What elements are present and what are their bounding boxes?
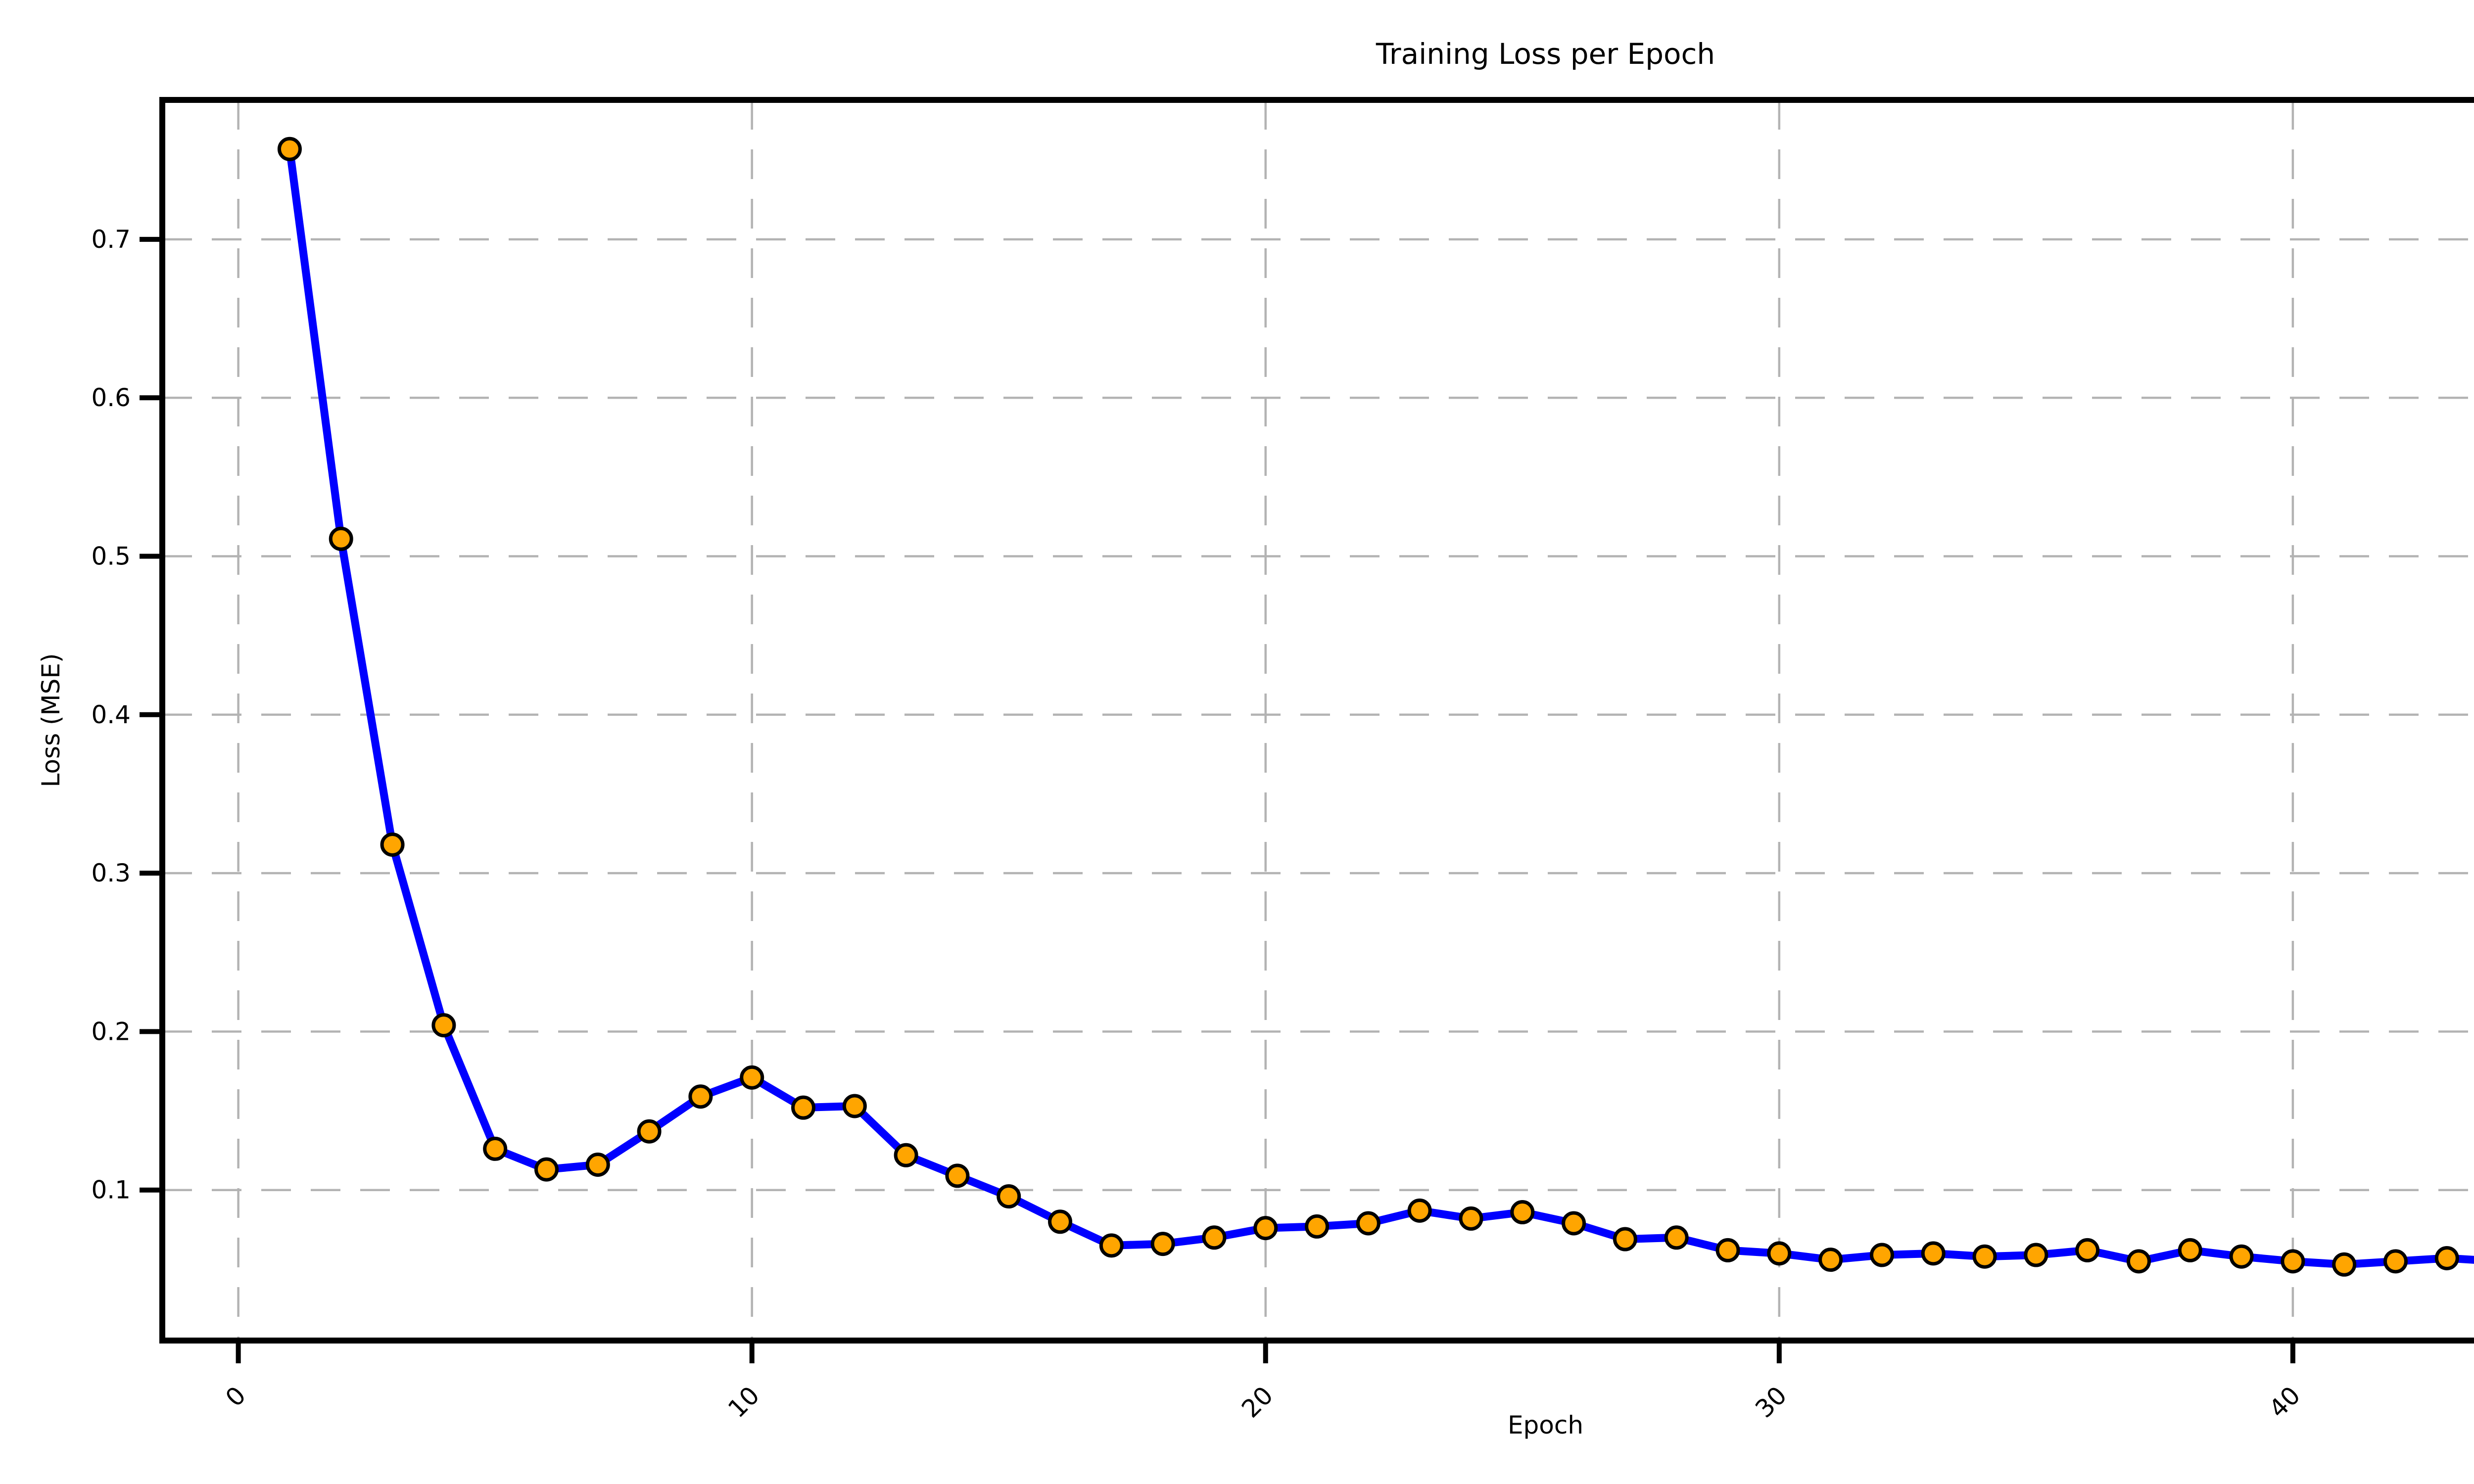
data-point-epoch-14 [945,1163,970,1188]
data-point-epoch-21 [1305,1214,1330,1239]
data-point-epoch-42 [2383,1249,2408,1274]
data-point-epoch-31 [1818,1248,1843,1272]
data-point-epoch-26 [1562,1211,1586,1236]
data-point-epoch-28 [1664,1225,1689,1250]
data-point-epoch-13 [894,1143,918,1167]
data-point-epoch-7 [585,1152,610,1177]
y-tick-label-0.2: 0.2 [91,1017,131,1046]
data-point-epoch-43 [2434,1246,2459,1270]
data-point-epoch-41 [2332,1252,2357,1277]
data-point-epoch-33 [1921,1241,1946,1266]
data-point-epoch-40 [2281,1249,2305,1274]
data-point-epoch-2 [329,526,353,551]
data-point-epoch-5 [483,1136,508,1161]
data-point-epoch-32 [1869,1243,1894,1267]
data-point-epoch-19 [1202,1225,1227,1250]
data-point-epoch-23 [1407,1198,1432,1223]
data-point-epoch-11 [791,1095,816,1120]
y-tick-label-0.4: 0.4 [91,700,131,729]
data-point-epoch-6 [534,1157,559,1182]
data-point-epoch-18 [1150,1232,1175,1256]
data-point-epoch-1 [277,137,302,161]
data-point-epoch-8 [637,1119,662,1144]
data-point-epoch-10 [740,1065,764,1090]
data-point-epoch-30 [1767,1241,1792,1266]
plot-border [159,97,2474,1344]
y-tick-label-0.7: 0.7 [91,225,131,254]
y-tick-label-0.5: 0.5 [91,542,131,570]
training-loss-line [285,145,2474,1269]
data-point-epoch-4 [431,1013,456,1038]
x-axis-label: Epoch [1507,1411,1584,1439]
data-point-epoch-35 [2024,1243,2048,1267]
data-point-epoch-37 [2126,1249,2151,1274]
data-point-epoch-16 [1048,1209,1073,1234]
y-tick-label-0.6: 0.6 [91,383,131,412]
y-tick-label-0.3: 0.3 [91,859,131,887]
data-point-epoch-17 [1099,1233,1124,1258]
data-point-epoch-3 [380,832,405,857]
data-point-epoch-38 [2178,1238,2202,1262]
y-axis-label: Loss (MSE) [37,653,65,788]
data-point-epoch-15 [997,1184,1021,1209]
data-point-epoch-20 [1253,1216,1278,1241]
data-point-epoch-24 [1459,1206,1483,1231]
data-point-epoch-12 [842,1094,867,1118]
data-point-epoch-25 [1510,1200,1535,1225]
x-tick-label-0: 0 [220,1381,252,1412]
data-point-epoch-27 [1613,1227,1637,1252]
chart-title: Training Loss per Epoch [1376,37,1715,71]
y-tick-label-0.1: 0.1 [91,1176,131,1205]
data-point-epoch-29 [1715,1238,1740,1262]
data-point-epoch-36 [2075,1238,2100,1262]
data-point-epoch-39 [2229,1244,2254,1269]
data-point-epoch-22 [1356,1211,1380,1236]
data-point-epoch-9 [688,1084,713,1109]
data-point-epoch-34 [1972,1244,1997,1269]
